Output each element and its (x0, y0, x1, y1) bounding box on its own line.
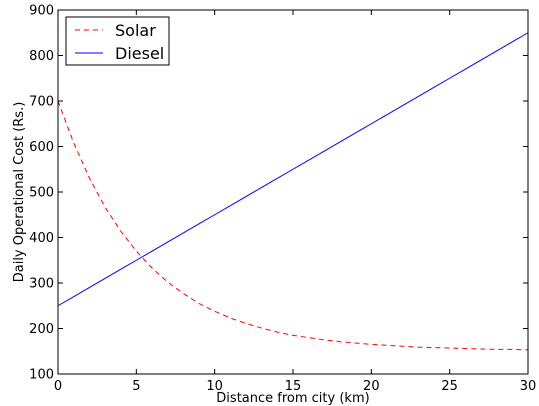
series-line-diesel (57, 32, 529, 307)
x-tick-label: 0 (54, 379, 62, 394)
x-tick-label: 20 (363, 379, 380, 394)
series-line-solar (57, 100, 529, 351)
legend-label-diesel: Diesel (115, 44, 164, 63)
plot-background (58, 10, 528, 374)
x-tick-label: 15 (285, 379, 302, 394)
x-tick-label: 5 (132, 379, 140, 394)
x-tick-label: 30 (520, 379, 537, 394)
y-axis-label: Daily Operational Cost (Rs.) (12, 102, 27, 283)
x-tick-label: 25 (441, 379, 458, 394)
y-tick-label: 500 (29, 186, 54, 201)
legend-box (65, 16, 170, 66)
y-tick-label: 700 (29, 95, 54, 110)
y-tick-label: 300 (29, 277, 54, 292)
y-tick-label: 200 (29, 322, 54, 337)
legend-label-solar: Solar (115, 21, 156, 40)
y-tick-label: 600 (29, 140, 54, 155)
x-axis-label: Distance from city (km) (216, 391, 369, 406)
legend: Solar Diesel (65, 16, 170, 66)
x-tick-label: 10 (206, 379, 223, 394)
series-lines (57, 32, 529, 351)
y-tick-label: 900 (29, 4, 54, 19)
y-tick-label: 100 (29, 368, 54, 383)
axis-ticks (57, 9, 529, 375)
y-tick-labels: 100 200 300 400 500 600 700 800 900 (29, 4, 54, 383)
x-tick-labels: 0 5 10 15 20 25 30 (54, 379, 536, 394)
y-tick-label: 800 (29, 49, 54, 64)
y-tick-label: 400 (29, 231, 54, 246)
